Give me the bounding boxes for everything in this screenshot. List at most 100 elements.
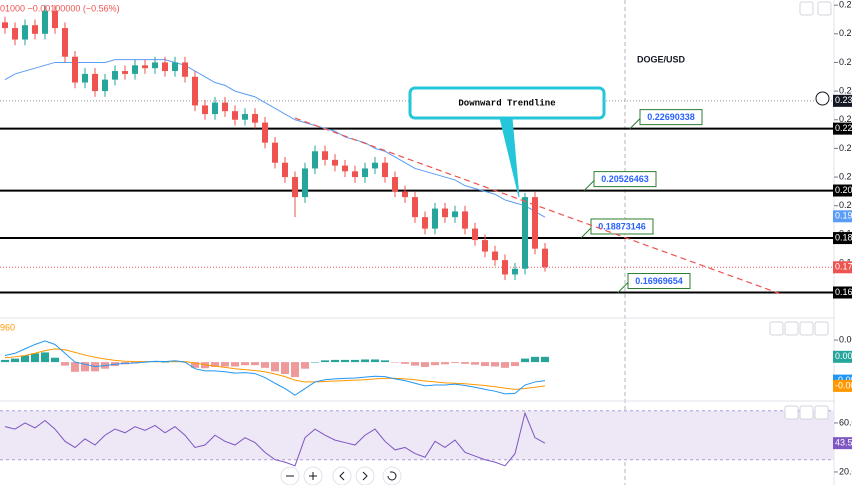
scroll-left-button[interactable]: [332, 466, 352, 485]
histogram-bar: [331, 359, 339, 363]
candle-body: [272, 142, 278, 163]
histogram-bar: [301, 362, 309, 369]
histogram-bar: [71, 362, 79, 372]
price-tag-label: 0.2269: [835, 123, 852, 133]
histogram-bar: [241, 362, 249, 366]
price-tag: [833, 232, 852, 245]
candle-body: [342, 165, 348, 172]
candle-body: [372, 162, 378, 169]
candle-body: [282, 162, 288, 178]
pane-button[interactable]: [814, 405, 829, 420]
candle-body: [392, 177, 398, 192]
y-tick-label: 0.230: [839, 114, 852, 124]
histogram-bar: [371, 359, 379, 363]
chart-title: DOGE/USD: [637, 54, 686, 64]
scroll-right-button[interactable]: [355, 466, 375, 485]
moving-average: [4, 59, 546, 218]
candle-body: [472, 228, 478, 241]
histogram-bar: [491, 362, 499, 367]
histogram-bar: [191, 362, 199, 368]
pane-button[interactable]: [817, 1, 832, 16]
price-tag: [833, 350, 852, 363]
candle-body: [442, 208, 448, 218]
candle-body: [522, 197, 528, 269]
histogram-bar: [471, 362, 479, 365]
candle-body: [12, 28, 18, 40]
price-tag-label: 0.2053: [835, 185, 852, 195]
pane-button[interactable]: [799, 1, 814, 16]
reset-button[interactable]: [382, 466, 402, 485]
candle-body: [332, 159, 338, 166]
price-tag-label: -0.0054: [835, 380, 852, 390]
pane-button[interactable]: [799, 321, 814, 336]
bottom-toolbar: [280, 466, 402, 485]
histogram-bar: [531, 356, 539, 363]
price-tag: [833, 122, 852, 135]
histogram-bar: [451, 362, 459, 363]
price-tag-label: 0.0012: [835, 351, 852, 361]
price-tag-label: 0.1887: [835, 232, 852, 242]
candle-body: [512, 268, 518, 275]
level-leader: [580, 227, 592, 239]
histogram-bar: [251, 362, 259, 366]
candle-body: [382, 162, 388, 178]
candle-body: [142, 65, 148, 69]
icon: [362, 471, 368, 481]
histogram-bar: [511, 362, 519, 367]
candle-body: [292, 177, 298, 198]
level-leader: [583, 180, 595, 191]
candle-body: [352, 171, 358, 178]
pane-button[interactable]: [814, 321, 829, 336]
pane-button[interactable]: [784, 405, 799, 420]
candle-body: [152, 62, 158, 69]
histogram-bar: [1, 359, 9, 363]
candle-body: [22, 25, 28, 40]
rsi-band: [0, 410, 834, 460]
candle-body: [542, 248, 548, 268]
candle-body: [212, 102, 218, 115]
histogram-bar: [291, 362, 299, 378]
histogram-bar: [321, 360, 329, 363]
y-tick-label: 0.250: [839, 57, 852, 67]
icon: [339, 471, 345, 481]
candle-body: [182, 62, 188, 77]
price-tag: [833, 94, 852, 107]
pane-button[interactable]: [799, 405, 814, 420]
price-tag: [833, 184, 852, 197]
price-tag-label: 0.1697: [835, 287, 852, 297]
histogram-bar: [41, 352, 49, 363]
histogram-bar: [221, 362, 229, 367]
histogram-bar: [51, 357, 59, 363]
candle-body: [262, 122, 268, 143]
candle-body: [462, 211, 468, 229]
pane-button[interactable]: [769, 321, 784, 336]
y-tick-label: 0.270: [839, 0, 852, 10]
candle-body: [112, 71, 118, 80]
candle-body: [412, 197, 418, 218]
y-tick-label: 0.260: [839, 28, 852, 38]
candle-body: [222, 102, 228, 112]
price-tag-label: 0.1963: [835, 211, 852, 221]
histogram-bar: [31, 353, 39, 363]
candle-body: [42, 10, 48, 34]
level-label-box: [639, 109, 703, 126]
overlay: [280, 1, 832, 485]
y-tick-label: 0.210: [839, 171, 852, 181]
add-button[interactable]: [815, 91, 830, 106]
candle-body: [122, 71, 128, 74]
candle-body: [312, 151, 318, 169]
histogram-bar: [231, 362, 239, 367]
level-label-box: [593, 171, 657, 188]
pane-button[interactable]: [784, 321, 799, 336]
histogram-bar: [11, 358, 19, 363]
price-tag-label: 43.51: [835, 438, 852, 448]
histogram-bar: [361, 359, 369, 363]
price-tag-label: 0.2366: [835, 95, 852, 105]
histogram-bar: [521, 358, 529, 363]
candle-body: [322, 151, 328, 160]
histogram-bar: [21, 355, 29, 363]
